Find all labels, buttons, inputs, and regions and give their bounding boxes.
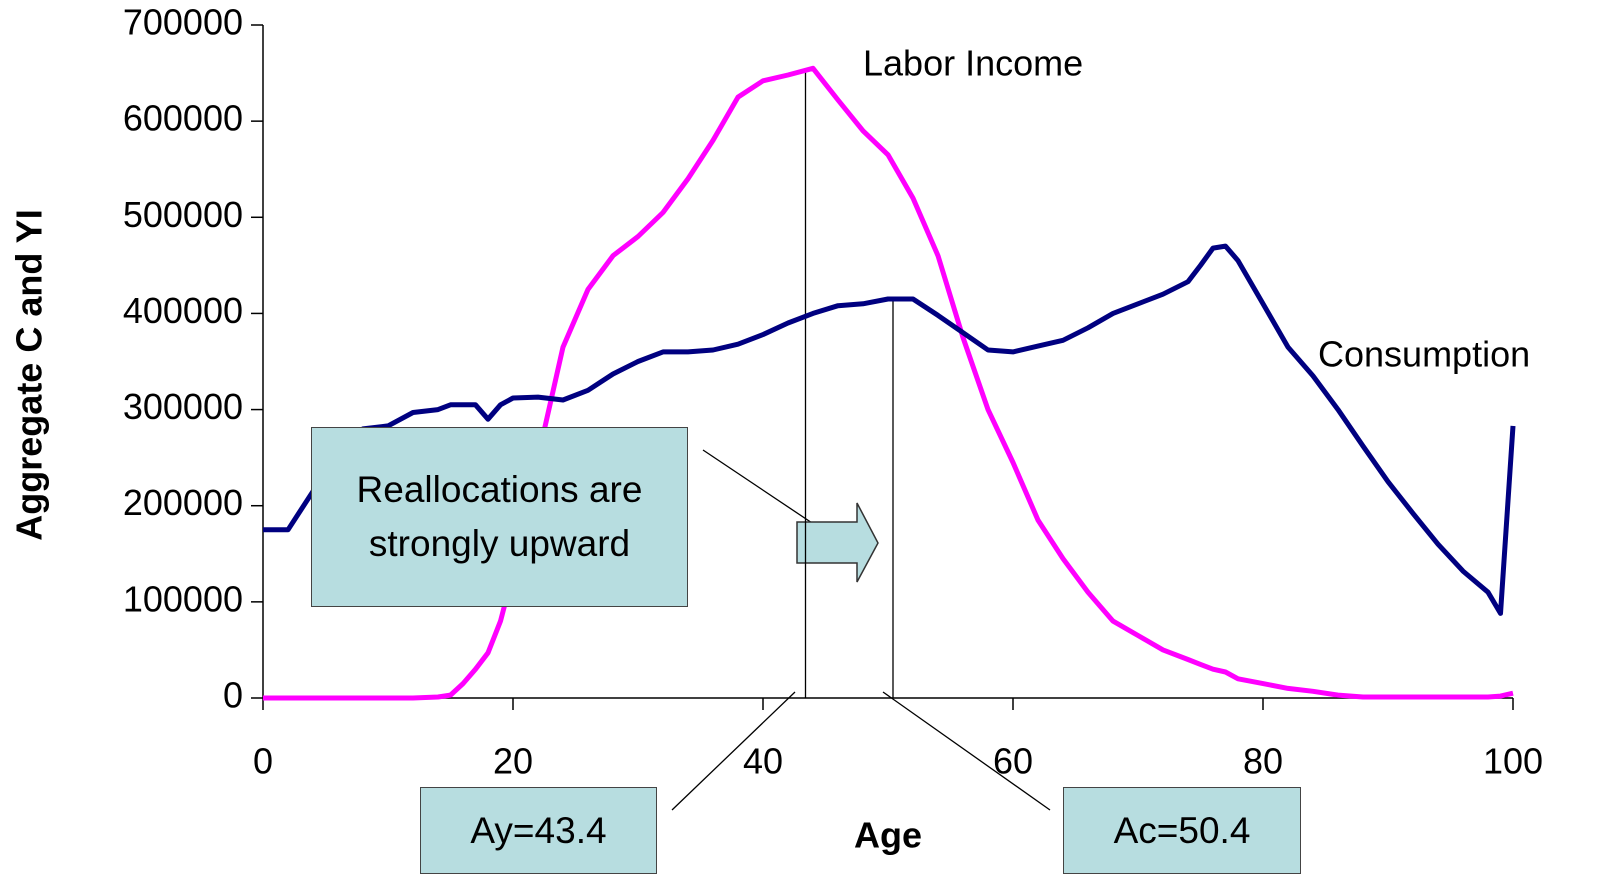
y-tick-label: 200000 [123, 482, 243, 523]
x-tick-label: 0 [253, 741, 273, 782]
y-tick-label: 300000 [123, 386, 243, 427]
leader-line [882, 691, 1051, 811]
y-tick-label: 100000 [123, 578, 243, 619]
series-label: Labor Income [863, 43, 1083, 84]
x-tick-label: 80 [1243, 741, 1283, 782]
x-tick-label: 40 [743, 741, 783, 782]
leader-line [671, 691, 796, 811]
series-line [263, 243, 1516, 616]
x-tick-label: 20 [493, 741, 533, 782]
y-axis-title: Aggregate C and YI [9, 209, 50, 540]
callout-box: Reallocations are strongly upward [311, 427, 688, 607]
x-tick-label: 100 [1483, 741, 1543, 782]
y-tick-label: 600000 [123, 98, 243, 139]
x-axis-title: Age [854, 815, 922, 856]
series-line [263, 65, 1514, 701]
y-tick-label: 400000 [123, 290, 243, 331]
series-label: Consumption [1318, 334, 1530, 375]
y-tick-label: 500000 [123, 194, 243, 235]
x-tick-label: 60 [993, 741, 1033, 782]
annotation-box: Ay=43.4 [420, 787, 657, 874]
annotation-box: Ac=50.4 [1063, 787, 1301, 874]
y-tick-label: 0 [223, 675, 243, 716]
arrow [796, 502, 879, 583]
y-tick-label: 700000 [123, 2, 243, 43]
